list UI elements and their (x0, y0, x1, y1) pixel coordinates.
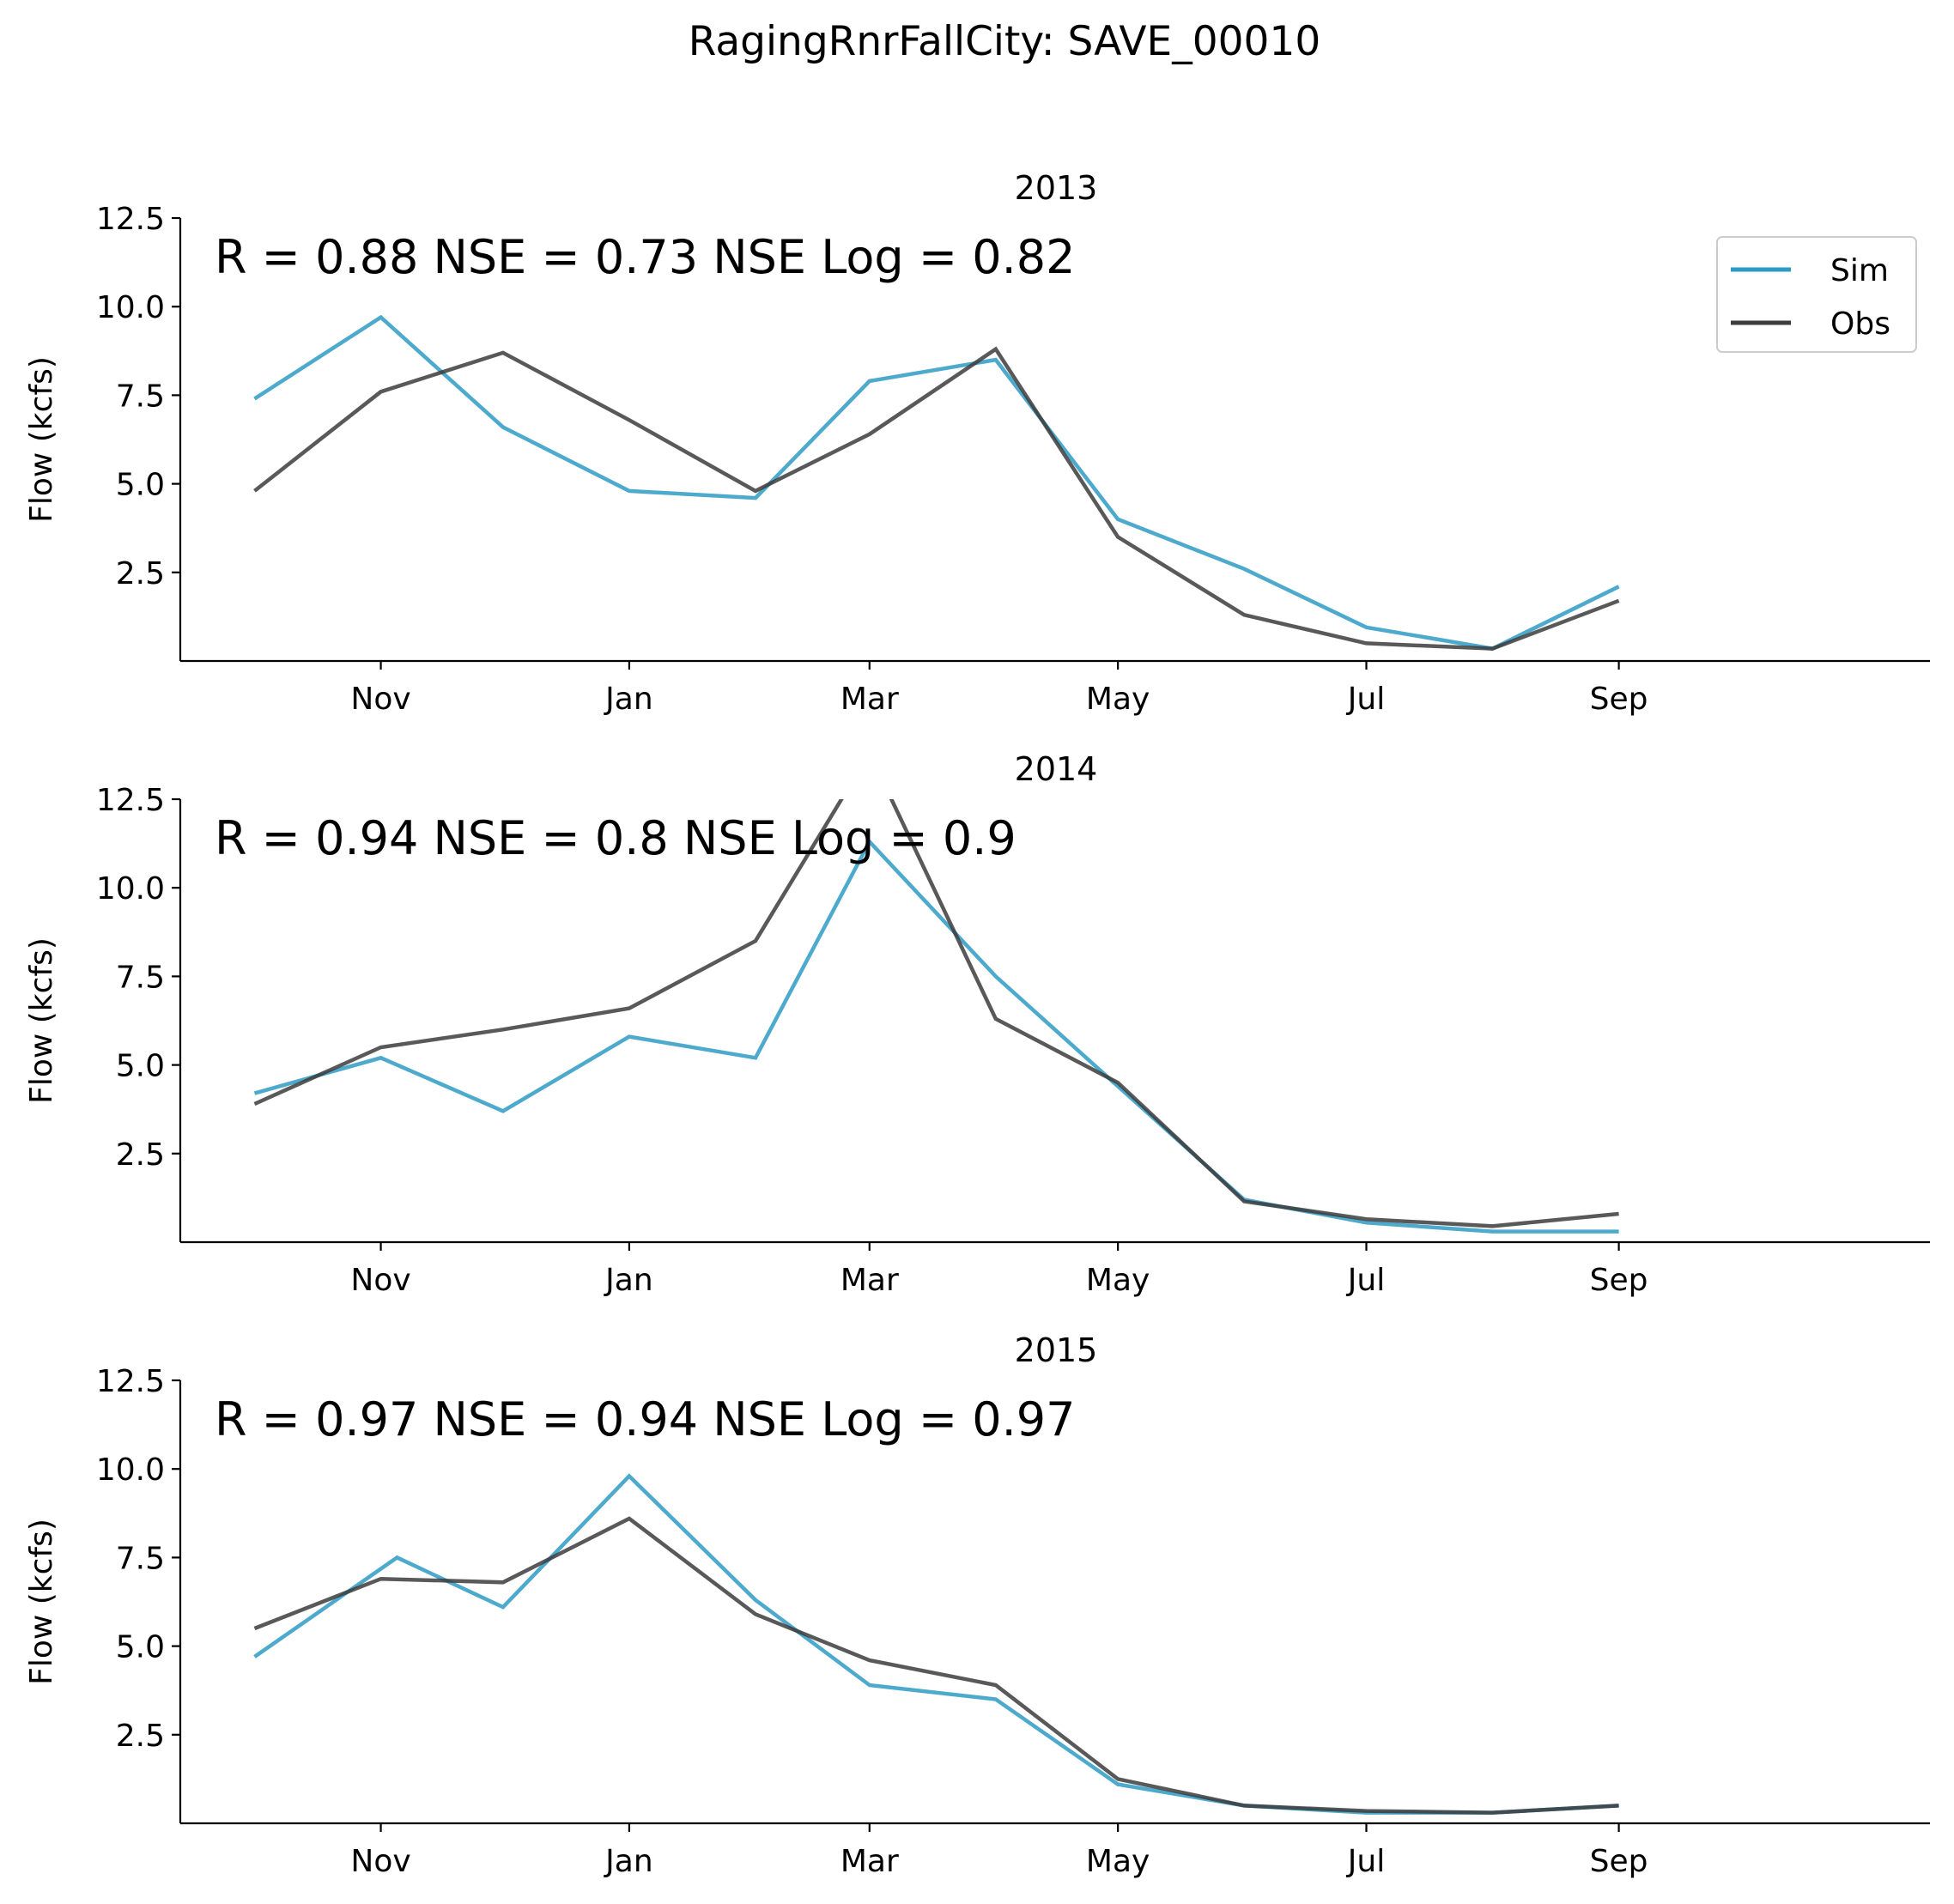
series-line-obs (253, 346, 1620, 651)
y-tick-label: 5.0 (116, 1049, 165, 1084)
series-line-obs (253, 799, 1619, 1228)
y-tick-label: 2.5 (116, 1719, 165, 1754)
x-tick-label: Mar (840, 1844, 899, 1879)
chart-panel-2013: 2013 2.5 5.0 7.5 10.0 12.5 Nov Jan Mar May Jul Sep F… (24, 169, 1930, 717)
y-tick-label: 10.0 (96, 871, 165, 907)
figure-title: RagingRnrFallCity: SAVE_00010 (689, 18, 1321, 65)
x-tick-label: Jul (1346, 682, 1385, 717)
stats-annotation: R = 0.97 NSE = 0.94 NSE Log = 0.97 (215, 1392, 1075, 1446)
x-tick-label: Jul (1346, 1844, 1385, 1879)
series-lines (253, 1473, 1619, 1815)
x-tick-label: May (1086, 1263, 1150, 1298)
y-tick-label: 7.5 (116, 1541, 165, 1576)
y-tick-label: 7.5 (116, 960, 165, 995)
series-lines (253, 799, 1619, 1234)
x-tick-label: Mar (840, 682, 899, 717)
series-line-sim (253, 314, 1620, 651)
x-tick-label: Nov (350, 682, 410, 717)
y-tick-label: 5.0 (116, 1630, 165, 1665)
x-tick-label: May (1086, 1844, 1150, 1879)
x-tick-label: Sep (1590, 1844, 1648, 1879)
x-tick-label: May (1086, 682, 1150, 717)
series-lines (253, 314, 1620, 651)
x-tick-label: Nov (350, 1263, 410, 1298)
x-tick-label: Nov (350, 1844, 410, 1879)
x-tick-label: Jan (604, 682, 653, 717)
y-tick-label: 7.5 (116, 379, 165, 414)
legend-label-sim: Sim (1830, 253, 1889, 288)
y-axis-label: Flow (kcfs) (24, 937, 59, 1104)
x-tick-label: Jan (604, 1844, 653, 1879)
panels: 2013 2.5 5.0 7.5 10.0 12.5 Nov Jan Mar May Jul Sep F… (24, 169, 1930, 1879)
y-axis-label: Flow (kcfs) (24, 1519, 59, 1685)
legend-label-obs: Obs (1830, 306, 1890, 342)
x-tick-label: Mar (840, 1263, 899, 1298)
y-tick-label: 10.0 (96, 1452, 165, 1488)
y-tick-label: 2.5 (116, 1137, 165, 1173)
subplot-title: 2013 (1015, 169, 1098, 207)
y-tick-label: 12.5 (96, 1364, 165, 1399)
subplot-title: 2015 (1015, 1331, 1098, 1369)
y-tick-label: 2.5 (116, 556, 165, 591)
chart-panel-2015: 2015 2.5 5.0 7.5 10.0 12.5 Nov Jan Mar May Jul Sep F… (24, 1331, 1930, 1879)
series-line-obs (253, 1516, 1619, 1815)
chart-panel-2014: 2014 2.5 5.0 7.5 10.0 12.5 Nov Jan Mar May Jul Sep F… (24, 750, 1930, 1298)
y-tick-label: 12.5 (96, 783, 165, 818)
subplot-title: 2014 (1015, 750, 1098, 788)
legend: Sim Obs (1716, 236, 1917, 353)
y-axis-label: Flow (kcfs) (24, 356, 59, 523)
y-tick-label: 12.5 (96, 202, 165, 237)
x-tick-label: Sep (1590, 682, 1648, 717)
stats-annotation: R = 0.88 NSE = 0.73 NSE Log = 0.82 (215, 230, 1075, 284)
y-tick-label: 5.0 (116, 468, 165, 503)
x-tick-label: Sep (1590, 1263, 1648, 1298)
stats-annotation: R = 0.94 NSE = 0.8 NSE Log = 0.9 (215, 811, 1016, 865)
y-tick-label: 10.0 (96, 290, 165, 325)
x-tick-label: Jan (604, 1263, 653, 1298)
x-tick-label: Jul (1346, 1263, 1385, 1298)
series-line-sim (253, 838, 1619, 1234)
